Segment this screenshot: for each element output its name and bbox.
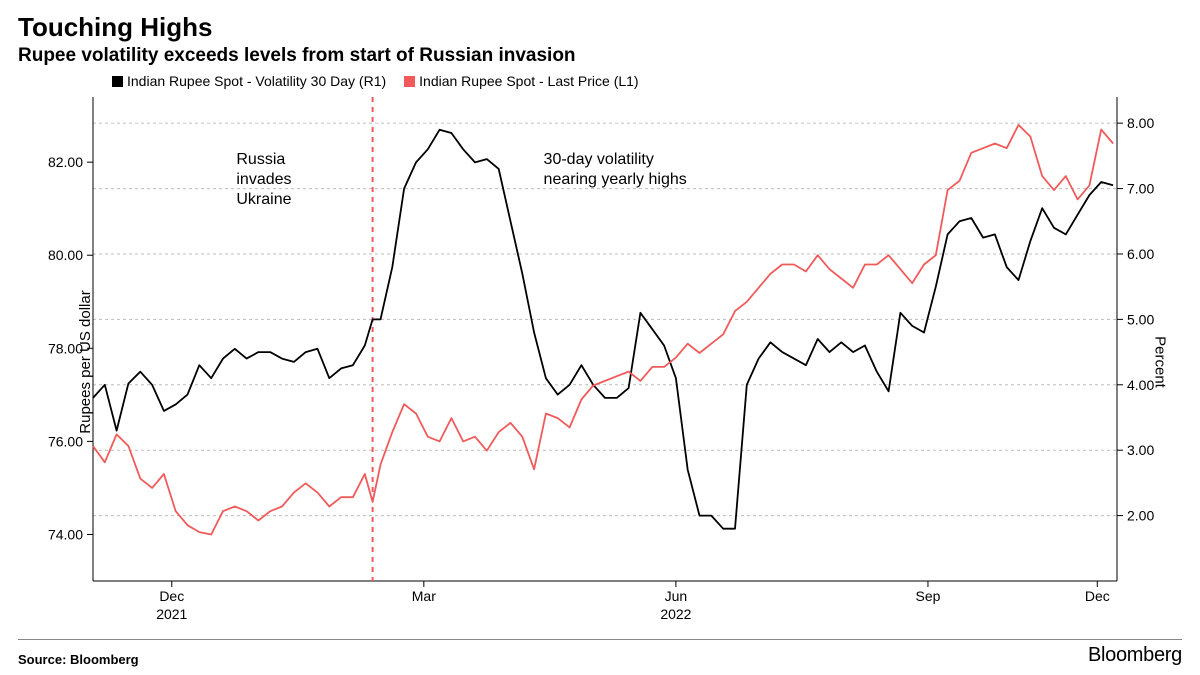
legend-swatch <box>404 76 415 87</box>
svg-text:74.00: 74.00 <box>48 526 83 542</box>
svg-text:Jun: Jun <box>665 588 688 604</box>
svg-text:Sep: Sep <box>915 588 940 604</box>
legend-label: Indian Rupee Spot - Last Price (L1) <box>419 73 638 89</box>
chart-annotation: RussiainvadesUkraine <box>236 150 291 210</box>
legend-swatch <box>112 76 123 87</box>
svg-text:78.00: 78.00 <box>48 340 83 356</box>
svg-text:82.00: 82.00 <box>48 154 83 170</box>
svg-text:6.00: 6.00 <box>1127 246 1154 262</box>
chart-annotation: 30-day volatilitynearing yearly highs <box>544 150 687 190</box>
svg-text:Dec: Dec <box>159 588 184 604</box>
source-label: Source: Bloomberg <box>18 652 139 667</box>
svg-text:2021: 2021 <box>156 606 187 622</box>
svg-text:76.00: 76.00 <box>48 433 83 449</box>
chart-footer: Source: Bloomberg Bloomberg <box>18 639 1182 667</box>
svg-text:8.00: 8.00 <box>1127 115 1154 131</box>
svg-text:80.00: 80.00 <box>48 247 83 263</box>
svg-text:2022: 2022 <box>660 606 691 622</box>
svg-text:7.00: 7.00 <box>1127 181 1154 197</box>
chart-container: Touching Highs Rupee volatility exceeds … <box>0 0 1200 675</box>
svg-text:4.00: 4.00 <box>1127 377 1154 393</box>
svg-text:5.00: 5.00 <box>1127 311 1154 327</box>
chart-subtitle: Rupee volatility exceeds levels from sta… <box>18 45 1182 67</box>
legend-item: Indian Rupee Spot - Last Price (L1) <box>404 73 638 89</box>
chart-plot-area: Rupees per US dollar Percent 74.0076.007… <box>18 91 1182 633</box>
legend-label: Indian Rupee Spot - Volatility 30 Day (R… <box>127 73 386 89</box>
legend: Indian Rupee Spot - Volatility 30 Day (R… <box>18 73 1182 89</box>
svg-text:2.00: 2.00 <box>1127 508 1154 524</box>
svg-text:Mar: Mar <box>412 588 436 604</box>
legend-item: Indian Rupee Spot - Volatility 30 Day (R… <box>112 73 386 89</box>
chart-title: Touching Highs <box>18 12 1182 43</box>
svg-text:Dec: Dec <box>1085 588 1110 604</box>
brand-label: Bloomberg <box>1088 644 1182 667</box>
svg-text:3.00: 3.00 <box>1127 442 1154 458</box>
